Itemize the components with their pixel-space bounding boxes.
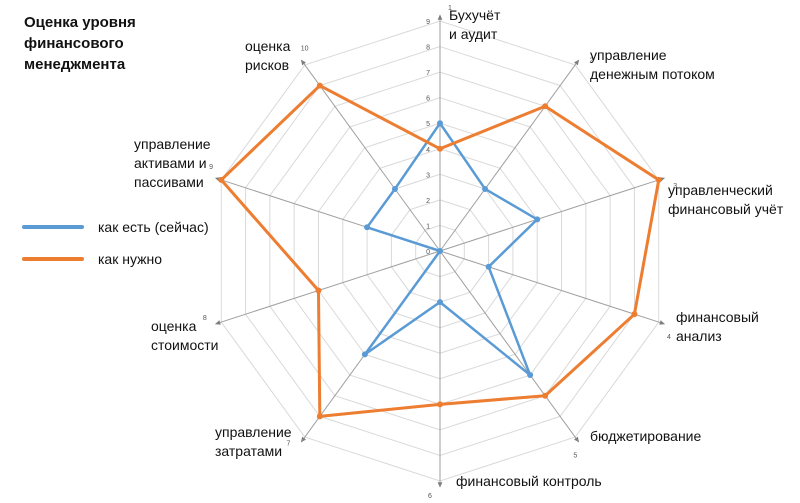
axis-number: 6 xyxy=(428,493,432,500)
legend-label-target: как нужно xyxy=(98,251,163,267)
tick-label: 8 xyxy=(426,45,430,52)
legend-swatch-target xyxy=(22,257,84,261)
chart-title: Оценка уровня финансового менеджмента xyxy=(24,14,136,73)
tick-label: 9 xyxy=(426,19,430,26)
data-point xyxy=(437,248,443,254)
tick-label: 4 xyxy=(426,147,430,154)
data-point xyxy=(391,185,398,192)
tick-label: 0 xyxy=(426,249,430,256)
category-label: финансовый контроль xyxy=(456,473,602,489)
data-point xyxy=(437,401,443,408)
axis-number: 2 xyxy=(590,57,594,64)
axis-number: 3 xyxy=(673,183,677,190)
data-point xyxy=(315,287,322,294)
legend: как есть (сейчас) как нужно xyxy=(22,216,209,280)
data-point xyxy=(316,82,323,89)
axis-number: 4 xyxy=(667,334,671,341)
data-point xyxy=(361,351,368,358)
legend-label-current: как есть (сейчас) xyxy=(98,219,209,235)
axis-number: 1 xyxy=(448,5,452,12)
data-point xyxy=(437,145,443,152)
axis-number: 5 xyxy=(573,452,577,459)
data-point xyxy=(655,176,662,183)
category-label: управление активами и пассивами xyxy=(134,136,211,190)
data-point xyxy=(631,311,638,318)
tick-label: 6 xyxy=(426,96,430,103)
category-label: финансовый анализ xyxy=(676,309,759,344)
data-point xyxy=(542,103,549,110)
category-label: Бухучёт и аудит xyxy=(449,7,501,42)
data-point xyxy=(485,263,492,270)
data-point xyxy=(542,392,549,399)
data-point xyxy=(437,120,443,127)
axis-spoke xyxy=(439,250,580,443)
category-label: управленческий финансовый учёт xyxy=(668,182,784,217)
axis-spoke xyxy=(214,250,441,325)
data-point xyxy=(482,185,489,192)
category-label: оценка стоимости xyxy=(151,318,219,353)
axis-number: 7 xyxy=(287,441,291,448)
category-label: управление затратами xyxy=(215,424,292,459)
axis-number: 10 xyxy=(301,46,309,53)
tick-label: 1 xyxy=(426,223,430,230)
category-label: управление денежным потоком xyxy=(590,47,715,82)
axis-number: 8 xyxy=(203,315,207,322)
tick-label: 3 xyxy=(426,172,430,179)
axis-number: 9 xyxy=(209,164,213,171)
tick-label: 7 xyxy=(426,70,430,77)
data-point xyxy=(316,413,323,420)
axis-spoke xyxy=(439,250,666,325)
data-point xyxy=(218,176,225,183)
series-line xyxy=(363,121,539,377)
axis-spoke xyxy=(300,59,441,252)
category-label: бюджетирование xyxy=(590,428,701,444)
data-point xyxy=(437,299,443,306)
tick-label: 2 xyxy=(426,198,430,205)
legend-swatch-current xyxy=(22,225,84,229)
data-point xyxy=(364,224,371,231)
legend-item-target: как нужно xyxy=(22,248,209,270)
category-label: оценка рисков xyxy=(245,38,291,73)
legend-item-current: как есть (сейчас) xyxy=(22,216,209,238)
axis-spoke xyxy=(439,177,666,252)
data-point xyxy=(534,216,541,223)
data-point xyxy=(527,372,534,379)
axis-spoke xyxy=(439,59,580,252)
tick-label: 5 xyxy=(426,121,430,128)
